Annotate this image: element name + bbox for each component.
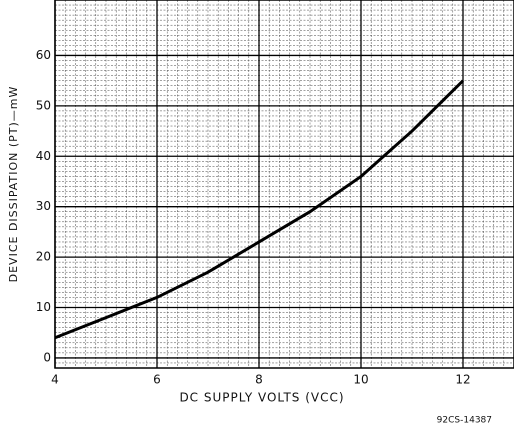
- y-tick-label: 30: [36, 199, 51, 213]
- y-tick-label: 40: [36, 149, 51, 163]
- x-tick-label: 8: [255, 373, 263, 387]
- y-tick-label: 0: [43, 350, 51, 364]
- x-axis-label: DC SUPPLY VOLTS (VCC): [179, 391, 344, 405]
- x-tick-label: 6: [153, 373, 161, 387]
- x-tick-label: 10: [353, 373, 368, 387]
- y-tick-label: 50: [36, 98, 51, 112]
- y-tick-label: 10: [36, 300, 51, 314]
- x-tick-label: 12: [455, 373, 470, 387]
- figure-note: 92CS-14387: [437, 416, 492, 426]
- y-axis-label: DEVICE DISSIPATION (PT)—mW: [7, 86, 20, 283]
- x-tick-label: 4: [51, 373, 59, 387]
- y-tick-label: 20: [36, 250, 51, 264]
- y-tick-label: 60: [36, 48, 51, 62]
- data-line: [54, 79, 465, 340]
